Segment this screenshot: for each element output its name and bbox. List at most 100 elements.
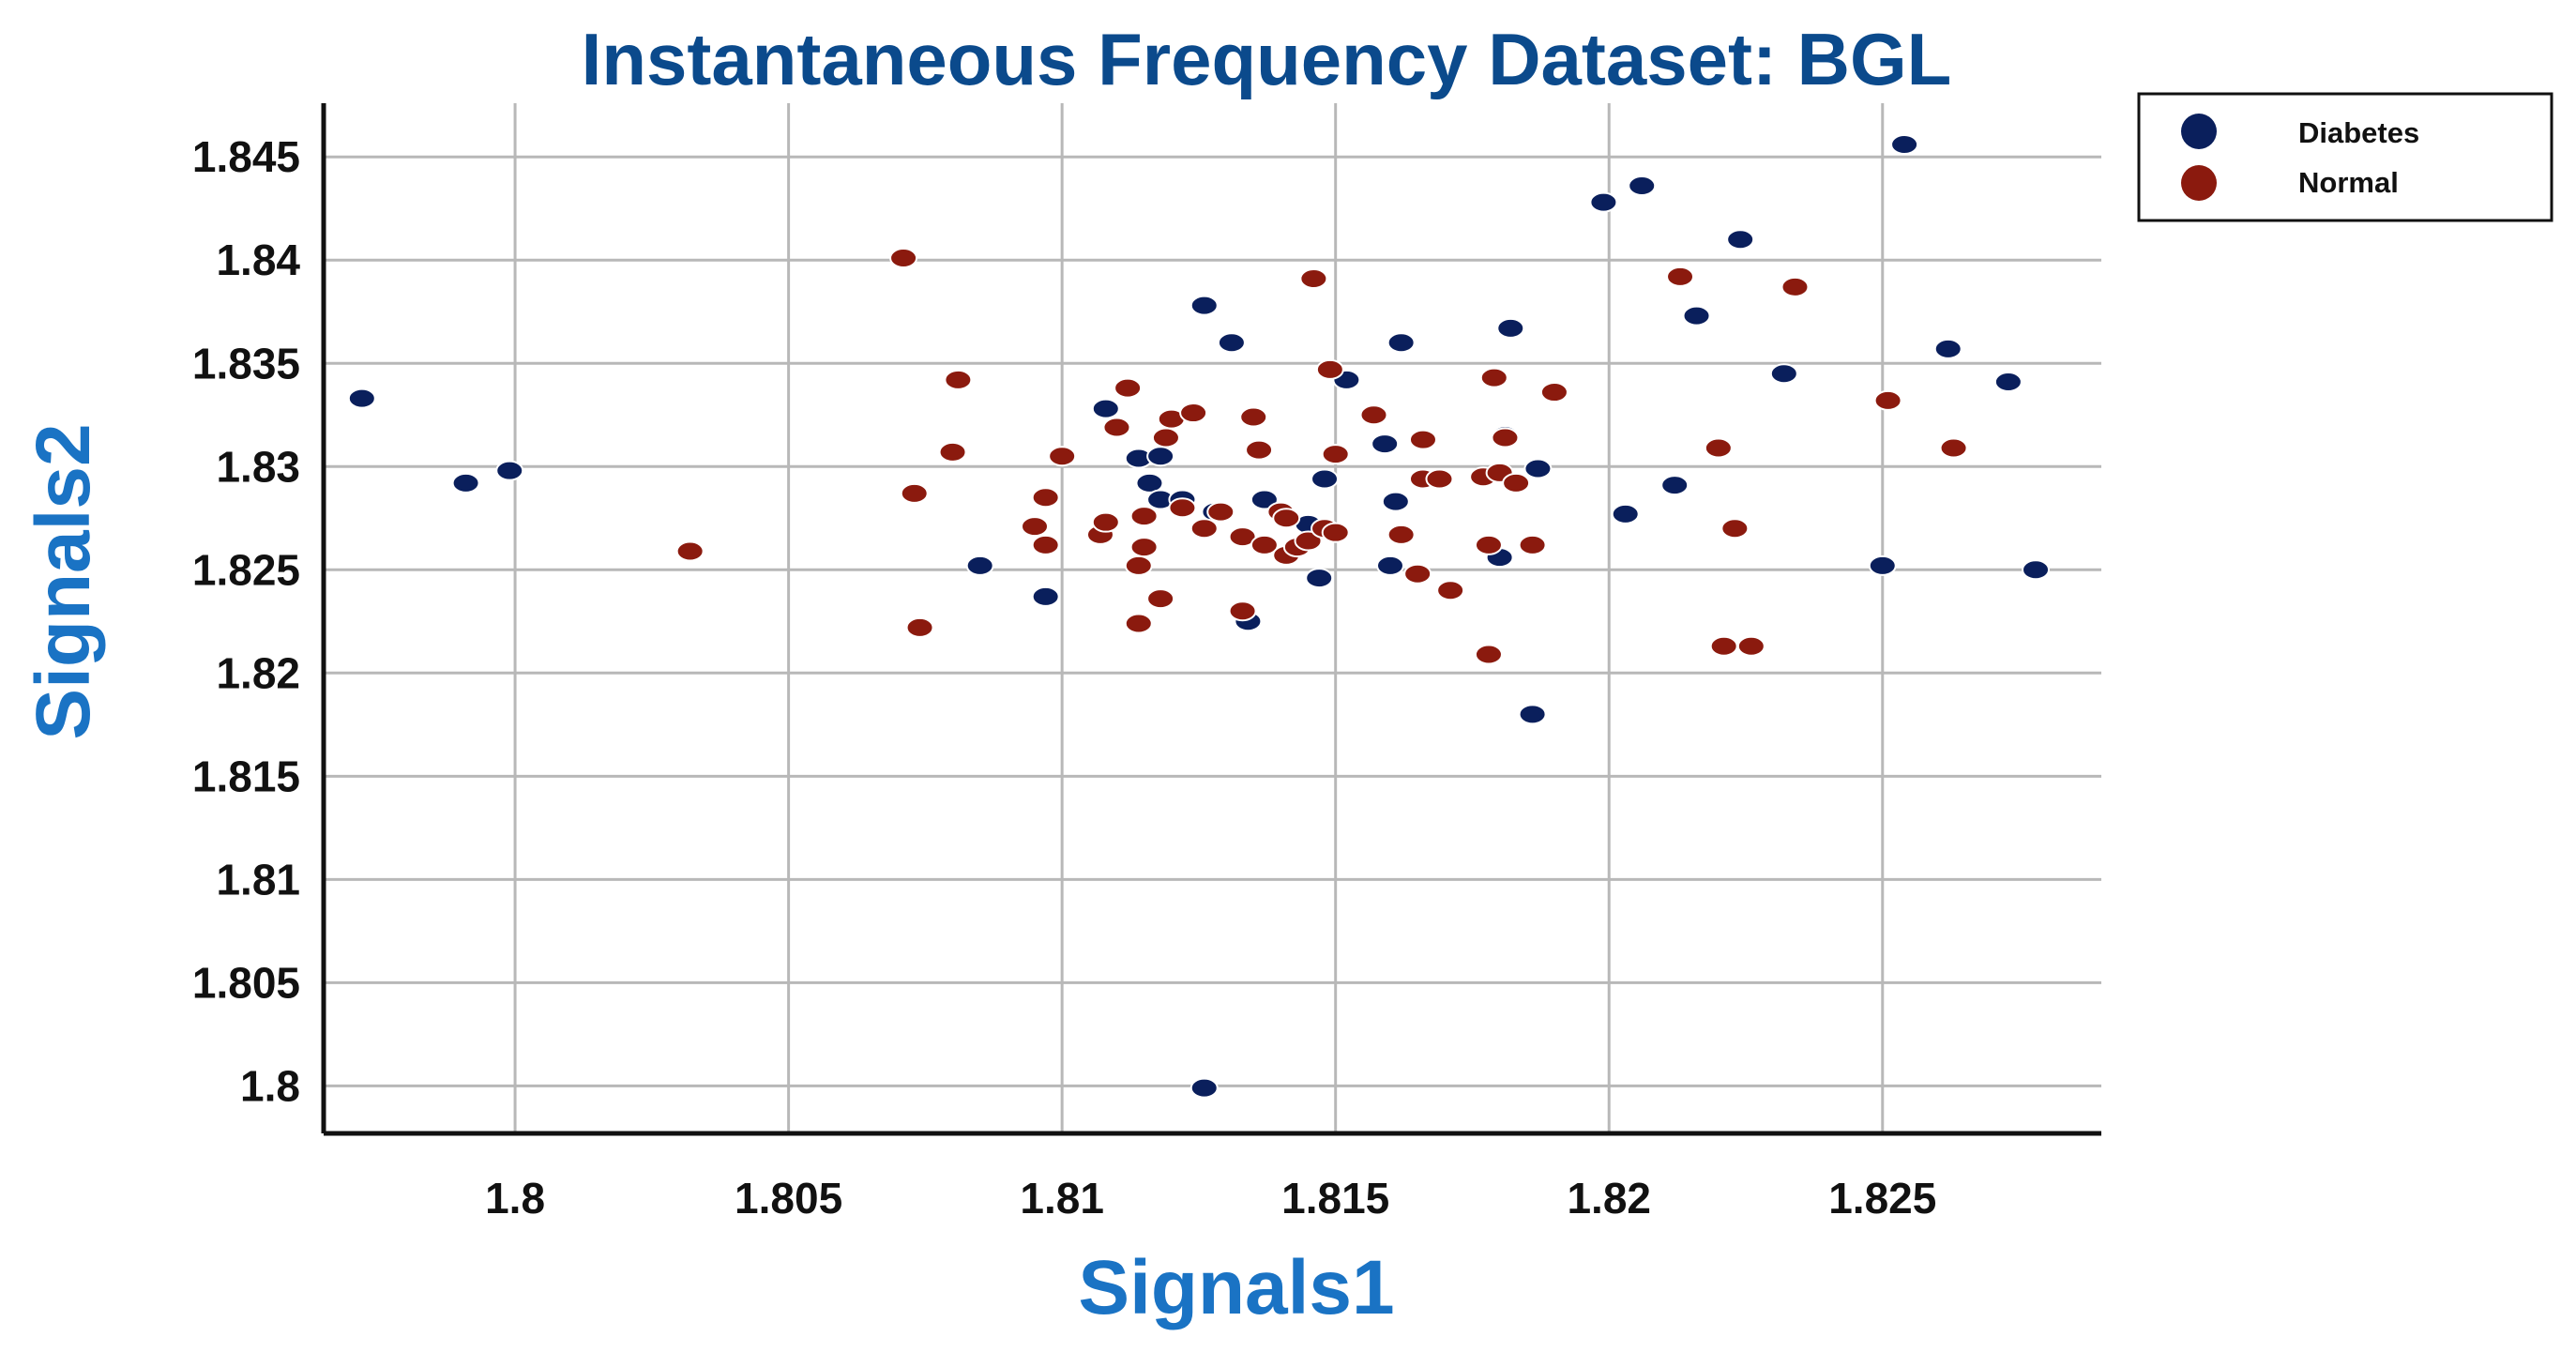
- point-normal: [1031, 487, 1060, 509]
- legend-label-normal: Normal: [2298, 166, 2399, 199]
- point-normal: [1321, 444, 1350, 465]
- y-tick-label: 1.825: [192, 545, 300, 594]
- point-diabetes: [1190, 1077, 1219, 1099]
- point-normal: [1124, 554, 1153, 576]
- point-normal: [1704, 437, 1733, 459]
- point-normal: [1129, 537, 1159, 558]
- point-diabetes: [1660, 475, 1690, 496]
- point-normal: [1031, 534, 1060, 555]
- point-normal: [1720, 518, 1750, 539]
- legend-box: [2137, 92, 2553, 222]
- point-normal: [1299, 268, 1328, 290]
- point-diabetes: [1376, 554, 1404, 576]
- point-diabetes: [2022, 559, 2051, 581]
- point-normal: [1102, 417, 1131, 438]
- point-normal: [1321, 522, 1350, 543]
- point-normal: [1474, 644, 1503, 665]
- point-normal: [1168, 497, 1197, 519]
- point-normal: [1386, 524, 1416, 545]
- point-diabetes: [1371, 433, 1400, 455]
- point-diabetes: [1217, 332, 1246, 354]
- point-diabetes: [1868, 554, 1897, 576]
- point-normal: [1403, 563, 1432, 585]
- point-normal: [1359, 404, 1388, 426]
- point-normal: [1502, 472, 1531, 494]
- point-diabetes: [1993, 372, 2023, 393]
- y-axis-title: Signals2: [21, 423, 106, 739]
- point-diabetes: [1523, 458, 1553, 479]
- y-tick-label: 1.84: [216, 235, 300, 284]
- point-normal: [1091, 511, 1120, 533]
- point-normal: [1294, 530, 1323, 552]
- point-diabetes: [347, 387, 376, 409]
- point-diabetes: [1091, 398, 1120, 419]
- point-diabetes: [1305, 568, 1334, 589]
- axes: [321, 103, 2101, 1136]
- y-tick-label: 1.805: [192, 958, 300, 1007]
- point-diabetes: [1311, 468, 1340, 490]
- point-diabetes: [1031, 585, 1060, 607]
- point-diabetes: [495, 460, 524, 481]
- y-tick-label: 1.83: [216, 442, 300, 491]
- point-diabetes: [1628, 175, 1657, 197]
- point-diabetes: [1682, 305, 1711, 327]
- point-normal: [944, 369, 973, 390]
- point-normal: [1873, 389, 1902, 411]
- point-normal: [1228, 600, 1257, 622]
- point-diabetes: [1769, 363, 1798, 385]
- series-normal: [675, 248, 1968, 665]
- point-normal: [1939, 437, 1968, 459]
- point-normal: [1245, 439, 1274, 461]
- x-tick-label: 1.825: [1828, 1174, 1936, 1223]
- point-normal: [1228, 526, 1257, 548]
- point-normal: [1315, 358, 1344, 380]
- point-normal: [938, 441, 967, 463]
- point-normal: [1666, 266, 1695, 287]
- y-tick-label: 1.815: [192, 752, 300, 800]
- point-diabetes: [1496, 317, 1525, 339]
- point-normal: [1129, 506, 1159, 527]
- point-normal: [1250, 534, 1279, 555]
- point-normal: [900, 482, 929, 504]
- point-normal: [1021, 516, 1049, 538]
- point-diabetes: [1386, 332, 1416, 354]
- point-diabetes: [1190, 295, 1219, 316]
- point-normal: [675, 540, 705, 562]
- point-normal: [1179, 403, 1208, 424]
- x-tick-label: 1.82: [1567, 1174, 1651, 1223]
- x-tick-label: 1.81: [1020, 1174, 1104, 1223]
- point-normal: [1736, 635, 1765, 657]
- x-axis-title: Signals1: [1078, 1245, 1394, 1330]
- point-diabetes: [1611, 503, 1640, 524]
- point-diabetes: [1146, 446, 1175, 467]
- point-normal: [1479, 367, 1508, 388]
- legend-label-diabetes: Diabetes: [2298, 116, 2419, 149]
- point-diabetes: [1518, 704, 1547, 725]
- point-normal: [1780, 276, 1810, 297]
- point-normal: [1709, 635, 1738, 657]
- point-normal: [905, 616, 934, 638]
- point-diabetes: [1250, 489, 1279, 510]
- point-diabetes: [1726, 229, 1755, 251]
- point-diabetes: [1135, 472, 1164, 494]
- point-normal: [1272, 508, 1301, 529]
- data-points: [347, 134, 2051, 1099]
- point-diabetes: [1933, 338, 1962, 359]
- point-normal: [1048, 446, 1077, 467]
- legend-marker-diabetes: [2181, 114, 2217, 149]
- x-tick-label: 1.815: [1281, 1174, 1389, 1223]
- point-normal: [1124, 613, 1153, 634]
- point-normal: [1425, 468, 1454, 490]
- grid: [324, 103, 2101, 1133]
- x-tick-label: 1.8: [485, 1174, 545, 1223]
- point-normal: [1114, 377, 1143, 399]
- legend-marker-normal: [2181, 165, 2217, 201]
- point-diabetes: [965, 554, 994, 576]
- tick-labels: 1.8 1.805 1.81 1.815 1.82 1.825 1.8 1.805 1.81 1.…: [192, 132, 1936, 1223]
- y-tick-label: 1.835: [192, 339, 300, 387]
- point-normal: [1146, 588, 1175, 610]
- y-tick-label: 1.82: [216, 648, 300, 697]
- x-tick-label: 1.805: [735, 1174, 842, 1223]
